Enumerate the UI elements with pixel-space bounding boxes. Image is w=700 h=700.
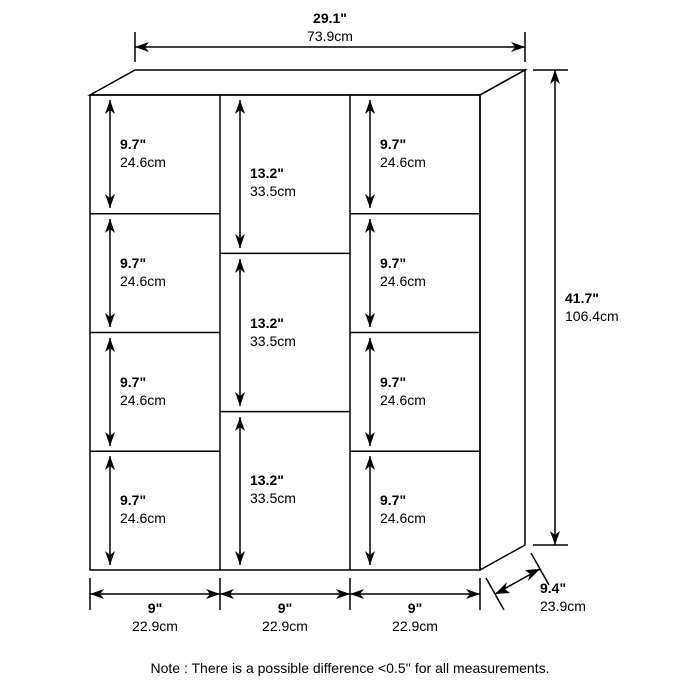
col2-width-label: 9" 22.9cm [245,600,325,635]
right-height-label: 41.7" 106.4cm [565,290,619,325]
col3-width-label: 9" 22.9cm [375,600,455,635]
right-cube-3-label: 9.7"24.6cm [380,374,426,409]
mid-cube-2-label: 13.2"33.5cm [250,315,296,350]
left-cube-4-label: 9.7"24.6cm [120,492,166,527]
diagram-svg [0,0,700,700]
left-cube-2-label: 9.7"24.6cm [120,255,166,290]
mid-cube-3-label: 13.2"33.5cm [250,472,296,507]
top-width-label: 29.1" 73.9cm [280,10,380,45]
right-cube-2-label: 9.7"24.6cm [380,255,426,290]
right-cube-4-label: 9.7"24.6cm [380,492,426,527]
depth-label: 9.4" 23.9cm [540,580,586,615]
mid-cube-1-label: 13.2"33.5cm [250,165,296,200]
left-cube-1-label: 9.7"24.6cm [120,136,166,171]
left-cube-3-label: 9.7"24.6cm [120,374,166,409]
col1-width-label: 9" 22.9cm [115,600,195,635]
right-cube-1-label: 9.7"24.6cm [380,136,426,171]
measurement-note: Note : There is a possible difference <0… [0,660,700,676]
dimension-diagram: 29.1" 73.9cm 41.7" 106.4cm 9.4" 23.9cm 9… [0,0,700,700]
